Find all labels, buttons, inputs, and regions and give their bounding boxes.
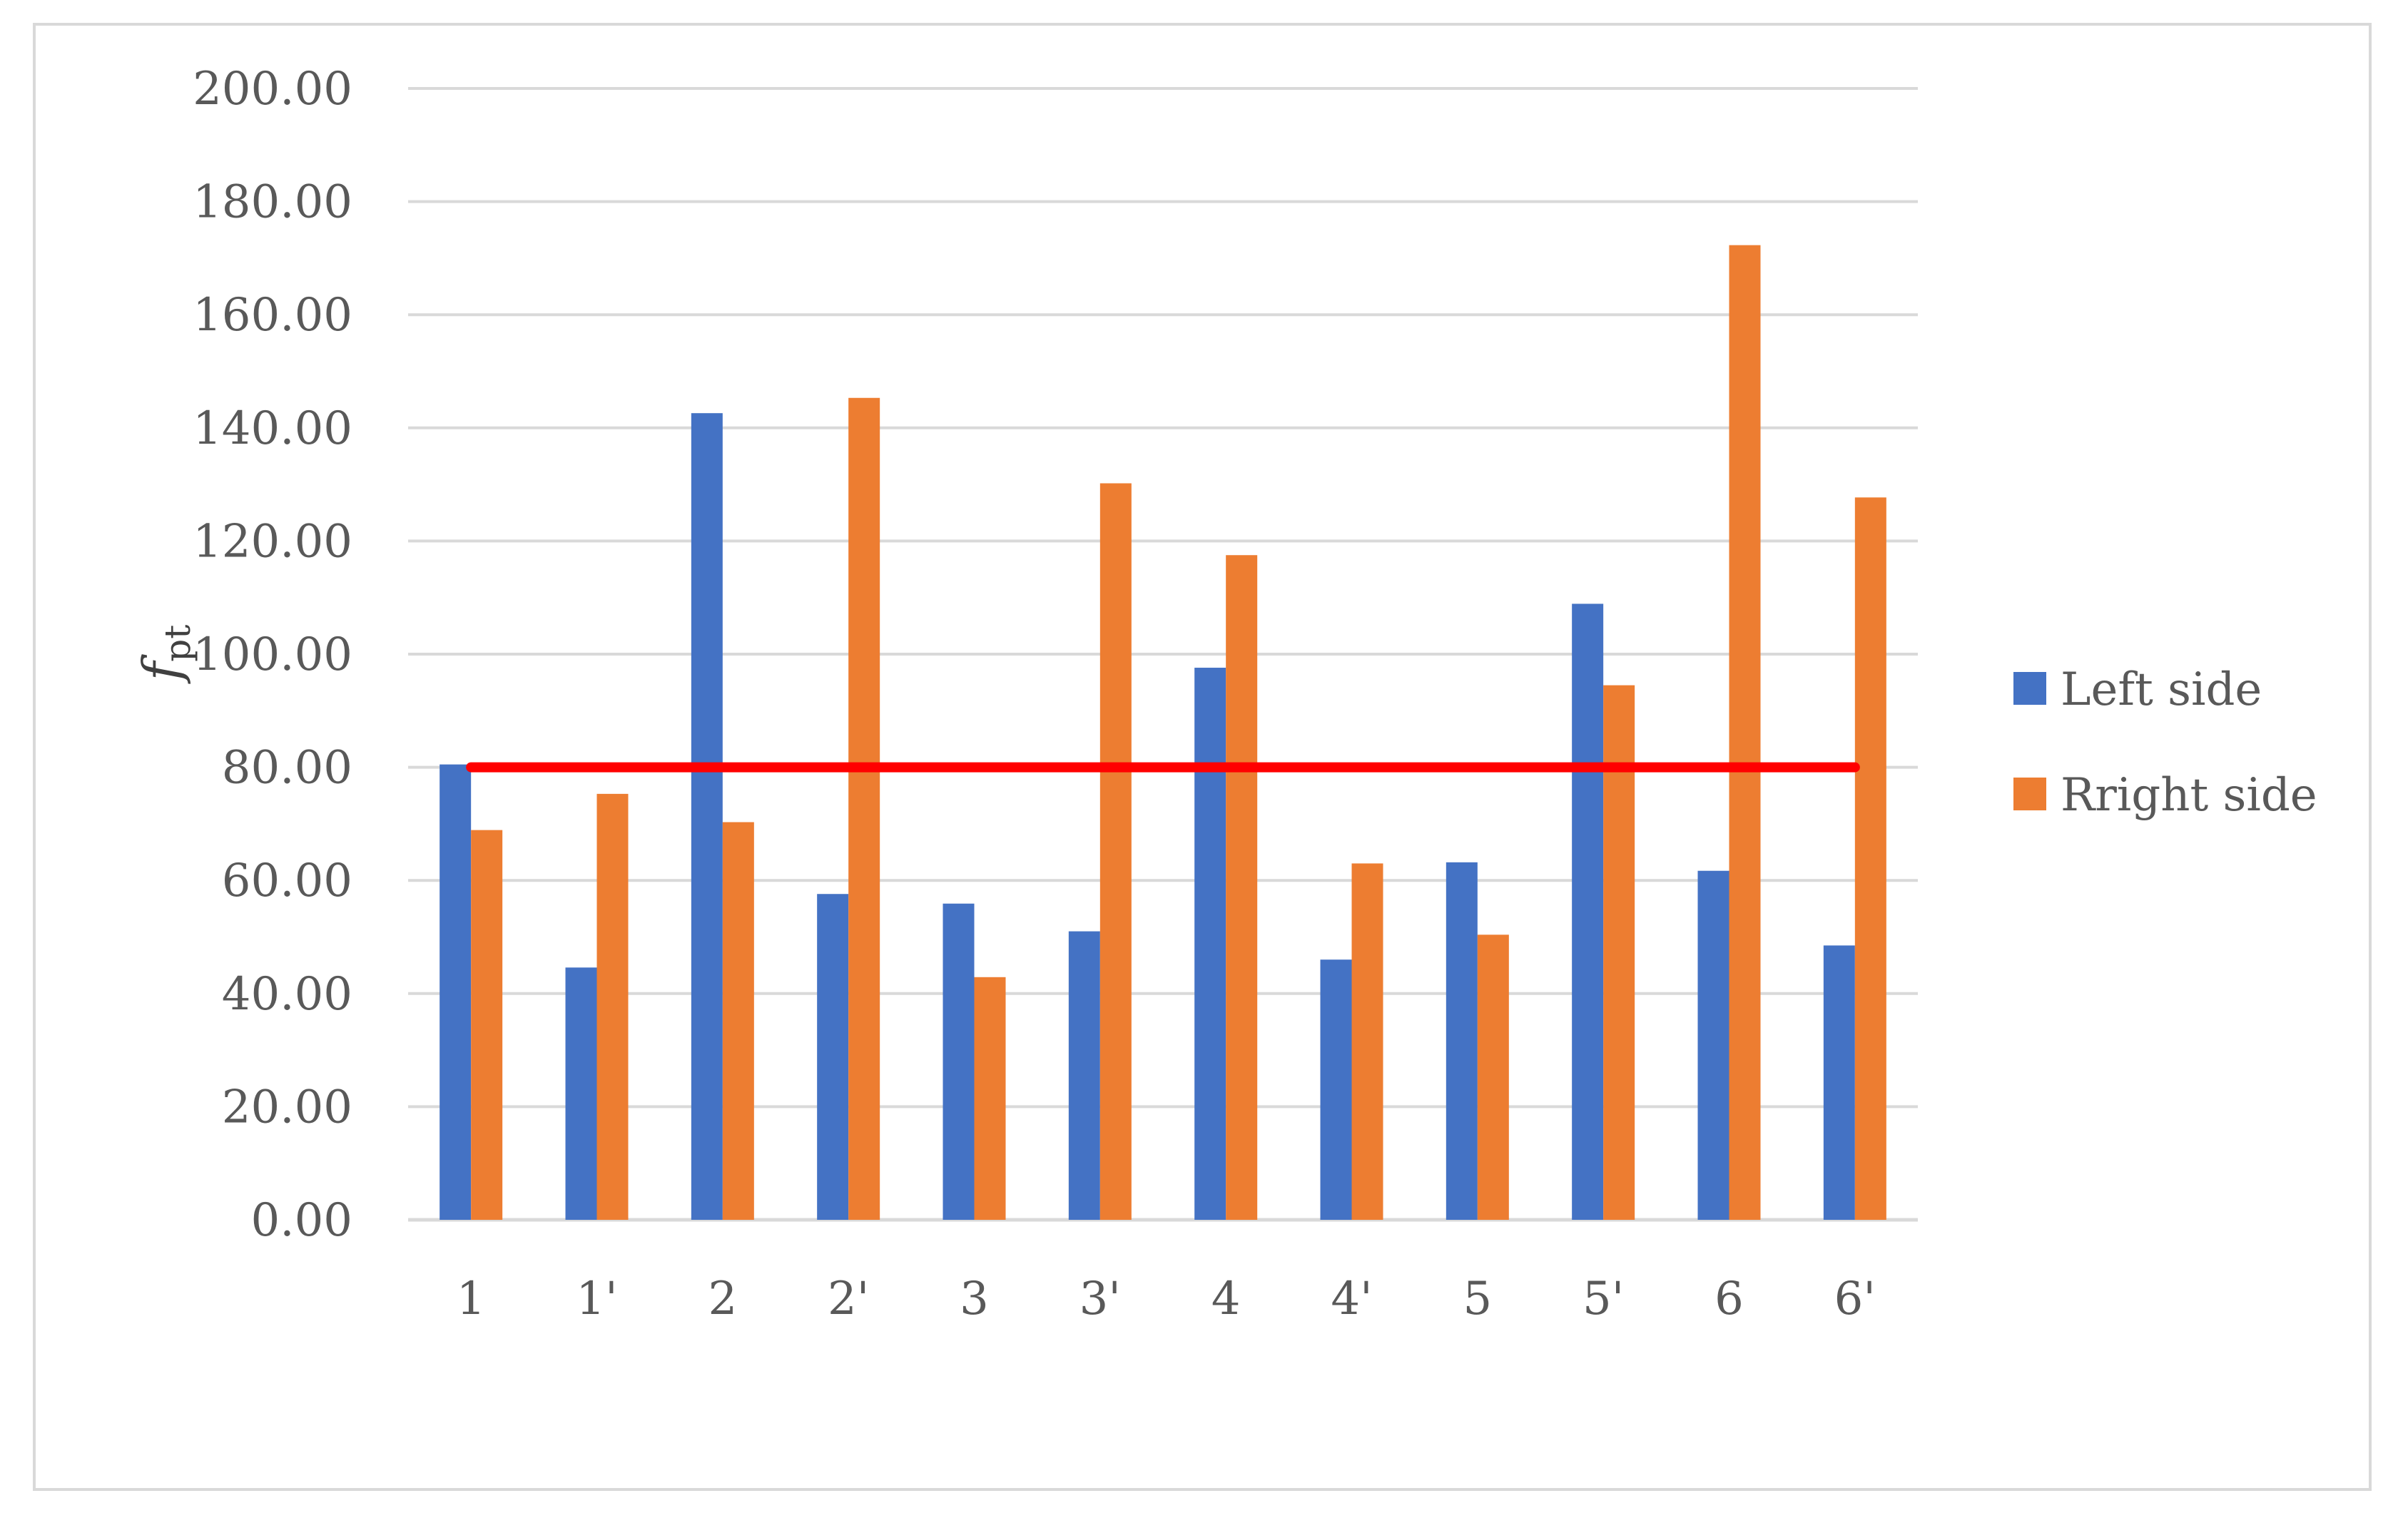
y-tick-label: 100.00 [193,628,352,681]
y-tick-label: 60.00 [222,855,352,907]
legend: Left side Rright side [2013,663,2317,822]
y-tick-label: 0.00 [251,1194,353,1247]
x-axis-ticks: 1 1' 2 2' 3 3' 4 4' 5 5' 6 6' [457,1273,1876,1325]
y-tick-label: 200.00 [193,63,352,116]
y-tick-label: 120.00 [193,515,352,568]
bar-left-side [1068,931,1100,1220]
bar-left-side [1194,668,1226,1220]
bar-left-side [691,413,723,1220]
x-tick-label: 1' [576,1273,617,1325]
legend-swatch [2013,778,2046,810]
bar-right-side [974,977,1006,1220]
legend-label: Rright side [2061,769,2317,822]
x-tick-label: 4 [1211,1273,1241,1325]
x-tick-label: 1 [457,1273,486,1325]
y-tick-label: 140.00 [193,402,352,455]
y-axis-label-subscript: pt [157,625,198,662]
gridlines [408,87,1918,1222]
y-axis-label: fpt [132,625,198,685]
bar-left-side [1320,959,1352,1220]
x-tick-label: 5' [1583,1273,1624,1325]
bar-right-side [1351,863,1383,1220]
bar-left-side [817,894,849,1220]
bar-right-side [848,397,880,1220]
legend-label: Left side [2061,663,2262,716]
x-tick-label: 5 [1463,1273,1492,1325]
bar-right-side [1603,685,1635,1220]
bar-right-side [596,793,629,1220]
y-tick-label: 180.00 [193,176,352,229]
bar-right-side [1477,934,1509,1220]
x-tick-label: 4' [1331,1273,1372,1325]
x-tick-label: 6' [1834,1273,1876,1325]
x-tick-label: 2 [708,1273,737,1325]
bar-right-side [471,830,503,1220]
bar-left-side [1697,870,1729,1220]
y-axis-ticks: 0.00 20.00 40.00 60.00 80.00 100.00 120.00 140.… [193,63,352,1247]
bars [440,245,1886,1221]
bar-right-side [1854,497,1886,1220]
x-tick-label: 3 [960,1273,989,1325]
bar-right-side [1729,245,1761,1220]
x-tick-label: 3' [1079,1273,1121,1325]
y-tick-label: 20.00 [222,1081,352,1134]
bar-left-side [440,764,472,1220]
bar-left-side [565,967,597,1220]
bar-left-side [1823,945,1855,1220]
bar-left-side [1446,862,1478,1220]
y-tick-label: 40.00 [222,968,352,1021]
y-tick-label: 80.00 [222,742,352,795]
x-tick-label: 2' [828,1273,869,1325]
legend-swatch [2013,672,2046,705]
bar-left-side [943,903,975,1220]
bar-right-side [1226,555,1258,1220]
bar-right-side [722,822,754,1220]
x-tick-label: 6 [1714,1273,1744,1325]
y-tick-label: 160.00 [193,289,352,342]
bar-right-side [1099,483,1132,1221]
bar-left-side [1572,603,1604,1220]
